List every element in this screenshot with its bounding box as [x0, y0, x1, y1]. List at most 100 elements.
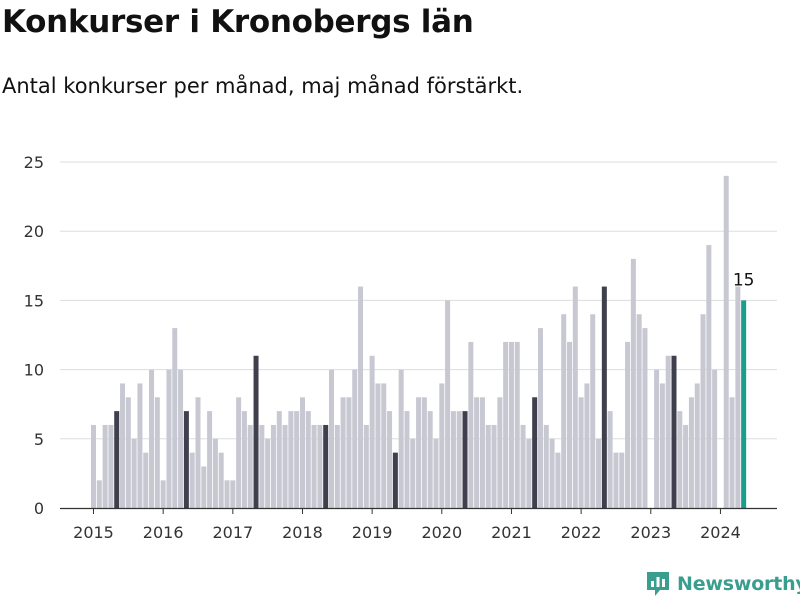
y-tick-label: 20 — [24, 222, 44, 241]
bars — [91, 175, 747, 509]
bar — [421, 397, 427, 508]
bar — [712, 369, 718, 508]
bar — [91, 424, 96, 508]
bar — [700, 314, 706, 508]
bar — [311, 424, 317, 508]
bar — [276, 411, 282, 508]
bar — [212, 438, 218, 508]
bar — [613, 452, 619, 508]
bar — [450, 411, 456, 508]
x-tick-label: 2015 — [73, 523, 114, 542]
bar — [218, 452, 224, 508]
bar — [584, 383, 590, 508]
bar — [491, 424, 497, 508]
bar — [607, 411, 613, 508]
bar — [172, 328, 178, 508]
bar — [456, 411, 462, 508]
bar — [427, 411, 433, 508]
newsworthy-logo: Newsworthy — [645, 570, 800, 598]
x-tick-label: 2023 — [630, 523, 671, 542]
bar-may — [323, 424, 329, 508]
x-tick-label: 2024 — [700, 523, 741, 542]
bar — [334, 424, 340, 508]
y-tick-label: 25 — [24, 153, 44, 172]
bar — [729, 397, 735, 508]
latest-value-label: 15 — [733, 270, 755, 290]
bar — [723, 175, 729, 508]
bar — [247, 424, 253, 508]
bar — [178, 369, 184, 508]
bar — [706, 245, 712, 509]
bar — [404, 411, 410, 508]
x-tick-label: 2016 — [143, 523, 184, 542]
bar — [485, 424, 491, 508]
bar-latest — [741, 300, 747, 508]
bar — [735, 286, 741, 508]
bar — [294, 411, 300, 508]
bar — [387, 411, 393, 508]
bar — [195, 397, 201, 508]
bar — [526, 438, 532, 508]
data-labels: 15 — [733, 270, 755, 290]
bar — [688, 397, 694, 508]
bar — [352, 369, 358, 508]
bar — [630, 258, 636, 508]
bar — [537, 328, 543, 508]
x-tick-label: 2017 — [212, 523, 253, 542]
bar — [619, 452, 625, 508]
bar-may — [392, 452, 398, 508]
bar — [317, 424, 323, 508]
bar — [259, 424, 265, 508]
bar — [567, 341, 573, 508]
bar — [154, 397, 160, 508]
bar — [236, 397, 242, 508]
bar — [201, 466, 207, 508]
bar — [131, 438, 137, 508]
x-tick-label: 2021 — [491, 523, 532, 542]
x-axis: 2015 2016 2017 2018 2019 2020 2021 2022 2023 2024 — [60, 507, 777, 542]
bar-may — [183, 411, 189, 508]
bar — [479, 397, 485, 508]
x-tick-label: 2020 — [421, 523, 462, 542]
bar — [224, 480, 230, 508]
bar — [358, 286, 364, 508]
bar — [288, 411, 294, 508]
x-tick-label: 2019 — [352, 523, 393, 542]
bar — [299, 397, 305, 508]
bar-may — [462, 411, 468, 508]
bar — [102, 424, 108, 508]
bar — [636, 314, 642, 508]
bar — [398, 369, 404, 508]
x-tick-label: 2018 — [282, 523, 323, 542]
bar — [433, 438, 439, 508]
bar — [555, 452, 561, 508]
bar — [375, 383, 381, 508]
bar — [270, 424, 276, 508]
bar — [514, 341, 520, 508]
bar — [329, 369, 334, 508]
bar-may — [253, 355, 259, 508]
bar — [474, 397, 480, 508]
bar — [305, 411, 311, 508]
y-tick-label: 5 — [34, 430, 44, 449]
bar — [282, 424, 288, 508]
bar — [149, 369, 155, 508]
bar-may — [671, 355, 677, 508]
bar — [230, 480, 236, 508]
bar — [642, 328, 648, 508]
bar — [96, 480, 102, 508]
bar — [346, 397, 352, 508]
bar — [439, 383, 445, 508]
bar — [143, 452, 149, 508]
y-tick-label: 0 — [34, 499, 44, 518]
bar — [137, 383, 143, 508]
bar — [677, 411, 683, 508]
bar — [189, 452, 195, 508]
brand-name: Newsworthy — [677, 573, 800, 595]
y-axis: 0 5 10 15 20 25 — [24, 153, 44, 518]
bar-may — [601, 286, 607, 508]
bar — [363, 424, 369, 508]
bar — [445, 300, 451, 508]
bar — [125, 397, 131, 508]
